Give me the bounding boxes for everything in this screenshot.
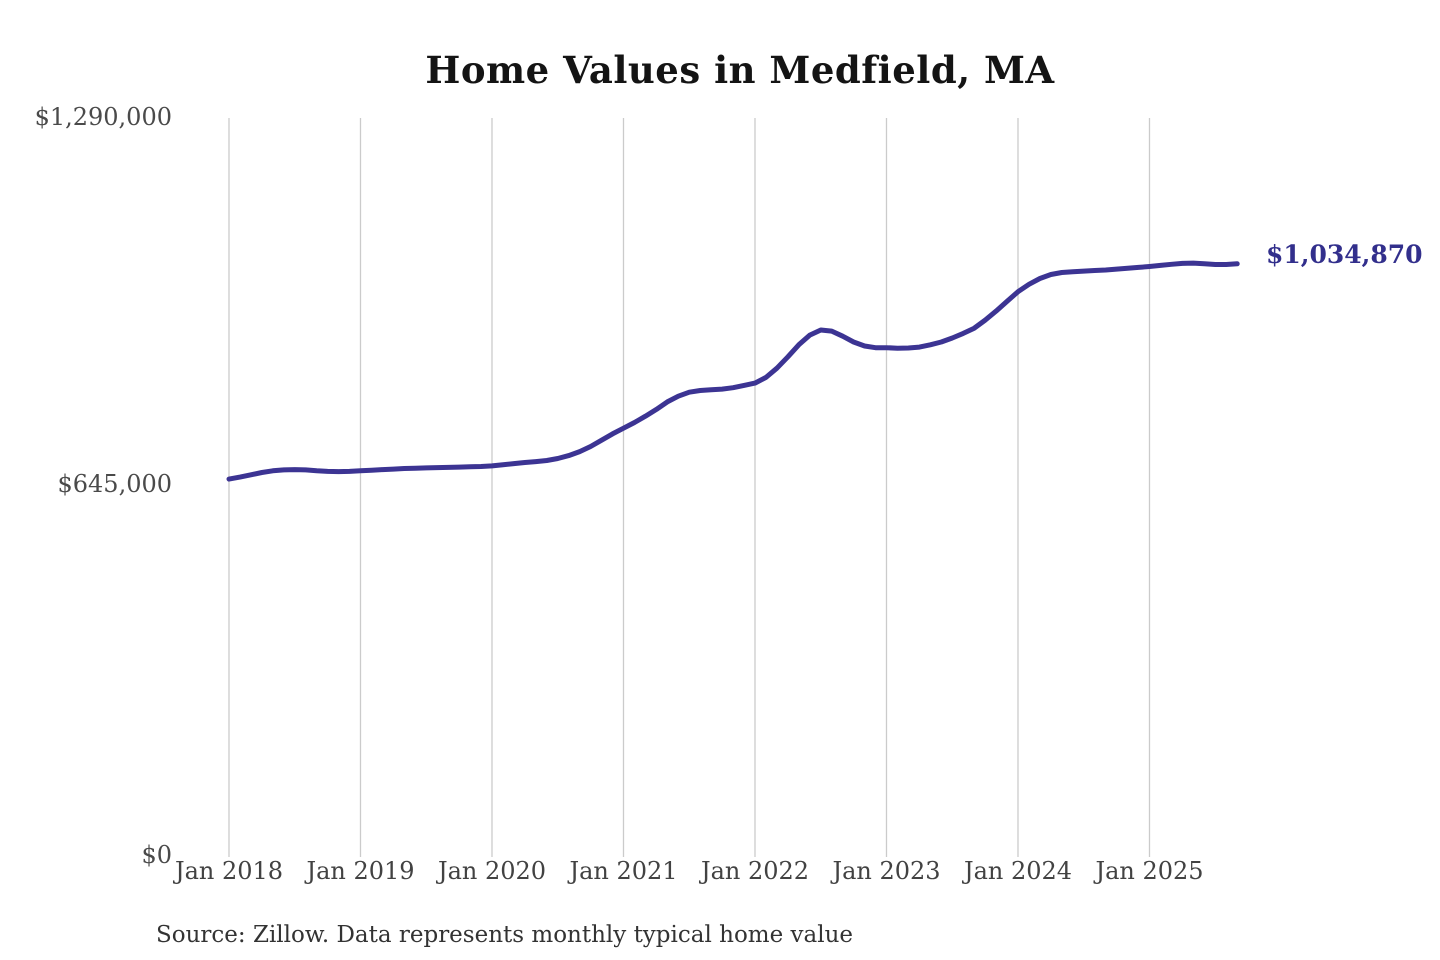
chart-title: Home Values in Medfield, MA (425, 48, 1055, 92)
x-tick-label: Jan 2025 (1092, 857, 1203, 885)
home-value-line (226, 260, 1240, 482)
x-tick-label: Jan 2021 (566, 857, 677, 885)
x-axis-label-group: Jan 2018 Jan 2019 Jan 2020 Jan 2021 Jan 2022… (172, 857, 1204, 885)
x-tick-label: Jan 2024 (961, 857, 1072, 885)
x-tick-label: Jan 2023 (829, 857, 940, 885)
latest-value-label: $1,034,870 (1266, 240, 1423, 269)
x-tick-label: Jan 2020 (435, 857, 546, 885)
x-tick-label: Jan 2018 (172, 857, 283, 885)
y-axis-label-middle: $645,000 (57, 470, 172, 498)
x-tick-label: Jan 2022 (698, 857, 809, 885)
source-note: Source: Zillow. Data represents monthly … (156, 922, 854, 948)
gridline-group (228, 118, 1151, 857)
y-axis-label-top: $1,290,000 (34, 103, 172, 131)
x-tick-label: Jan 2019 (303, 857, 414, 885)
y-axis-label-zero: $0 (141, 841, 172, 869)
